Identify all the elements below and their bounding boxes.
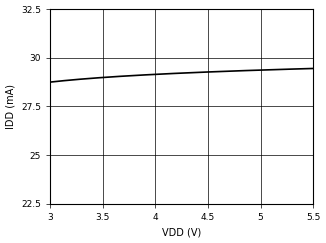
X-axis label: VDD (V): VDD (V) [162,227,201,237]
Y-axis label: IDD (mA): IDD (mA) [6,84,16,129]
